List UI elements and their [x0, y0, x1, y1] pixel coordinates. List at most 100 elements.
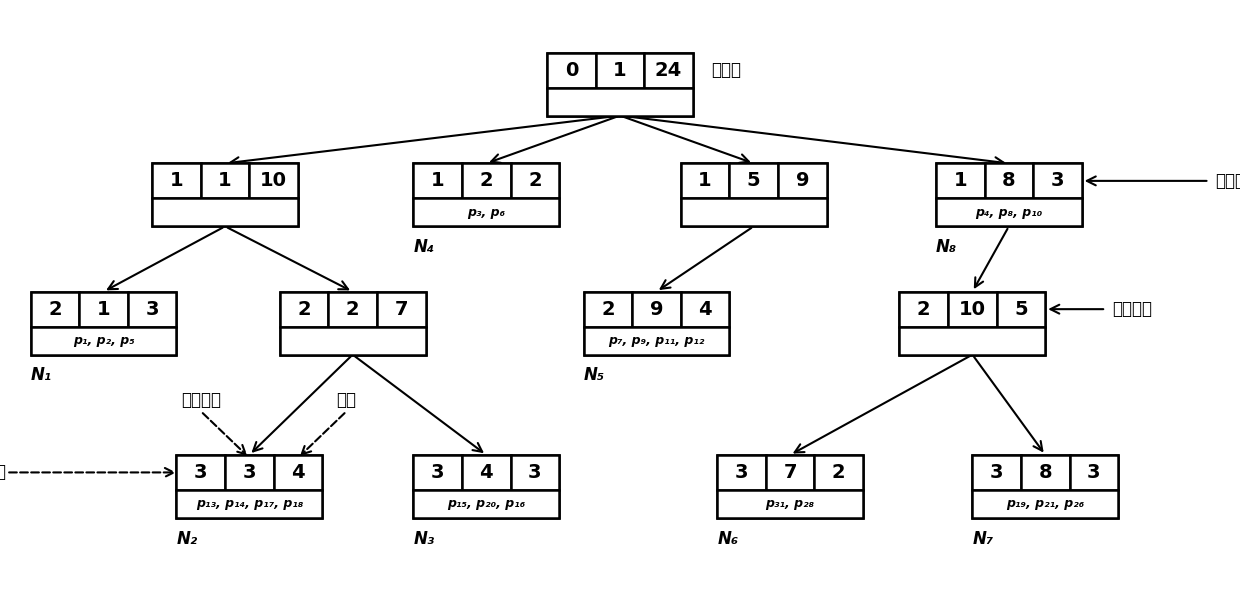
Bar: [280, 292, 329, 327]
Text: 2: 2: [48, 300, 62, 319]
Bar: [777, 164, 827, 198]
Text: 3: 3: [1087, 463, 1101, 482]
Bar: [463, 455, 511, 490]
Text: N₃: N₃: [413, 530, 434, 547]
Text: 10: 10: [959, 300, 986, 319]
Text: 所在层次: 所在层次: [0, 464, 6, 481]
Bar: [153, 164, 201, 198]
Bar: [463, 164, 511, 198]
Bar: [201, 164, 249, 198]
Text: 3: 3: [432, 463, 444, 482]
Text: N₁: N₁: [31, 367, 52, 384]
Text: 1: 1: [954, 171, 967, 190]
Bar: [972, 455, 1118, 518]
Bar: [1070, 455, 1118, 490]
Bar: [936, 164, 985, 198]
Bar: [31, 327, 176, 355]
Text: p₁₅, p₂₀, p₁₆: p₁₅, p₂₀, p₁₆: [448, 497, 526, 511]
Bar: [717, 455, 766, 490]
Text: 3: 3: [528, 463, 542, 482]
Bar: [249, 164, 298, 198]
Bar: [176, 490, 322, 518]
Bar: [681, 164, 729, 198]
Bar: [681, 292, 729, 327]
Bar: [31, 292, 79, 327]
Text: 7: 7: [784, 463, 797, 482]
Bar: [377, 292, 425, 327]
Text: 2: 2: [346, 300, 360, 319]
Bar: [547, 52, 693, 115]
Text: 24: 24: [655, 61, 682, 80]
Bar: [413, 455, 559, 518]
Text: p₄, p₈, p₁₀: p₄, p₈, p₁₀: [975, 206, 1043, 219]
Bar: [681, 198, 827, 226]
Bar: [128, 292, 176, 327]
Bar: [632, 292, 681, 327]
Bar: [280, 327, 425, 355]
Bar: [972, 490, 1118, 518]
Text: 8: 8: [1002, 171, 1016, 190]
Text: 3: 3: [145, 300, 159, 319]
Bar: [413, 490, 559, 518]
Text: 1: 1: [432, 171, 444, 190]
Text: p₁, p₂, p₅: p₁, p₂, p₅: [73, 334, 134, 347]
Text: 2: 2: [601, 300, 615, 319]
Bar: [280, 292, 425, 355]
Text: 3: 3: [990, 463, 1003, 482]
Bar: [413, 455, 463, 490]
Bar: [899, 292, 949, 327]
Bar: [717, 490, 863, 518]
Text: p₃₁, p₂₈: p₃₁, p₂₈: [765, 497, 815, 511]
Bar: [584, 292, 729, 355]
Text: p₁₉, p₂₁, p₂₆: p₁₉, p₂₁, p₂₆: [1006, 497, 1085, 511]
Bar: [413, 198, 559, 226]
Text: 2: 2: [480, 171, 494, 190]
Text: 0: 0: [564, 61, 578, 80]
Bar: [584, 292, 632, 327]
Bar: [226, 455, 274, 490]
Bar: [547, 87, 693, 115]
Bar: [899, 292, 1045, 355]
Text: 数量: 数量: [336, 390, 357, 409]
Bar: [274, 455, 322, 490]
Text: 4: 4: [698, 300, 712, 319]
Text: 1: 1: [170, 171, 184, 190]
Bar: [815, 455, 863, 490]
Bar: [717, 455, 863, 518]
Text: 9: 9: [650, 300, 663, 319]
Text: 9: 9: [796, 171, 808, 190]
Bar: [949, 292, 997, 327]
Bar: [153, 164, 298, 226]
Text: N₇: N₇: [972, 530, 993, 547]
Bar: [985, 164, 1033, 198]
Text: 2: 2: [528, 171, 542, 190]
Bar: [176, 455, 226, 490]
Bar: [729, 164, 777, 198]
Bar: [79, 292, 128, 327]
Text: 叶子节点: 叶子节点: [1215, 172, 1240, 190]
Text: N₄: N₄: [413, 238, 434, 256]
Bar: [1033, 164, 1081, 198]
Text: 7: 7: [394, 300, 408, 319]
Text: 1: 1: [614, 61, 626, 80]
Text: 内部节点: 内部节点: [1112, 300, 1152, 318]
Bar: [972, 455, 1021, 490]
Bar: [547, 52, 595, 87]
Bar: [329, 292, 377, 327]
Bar: [511, 455, 559, 490]
Text: N₆: N₆: [717, 530, 738, 547]
Text: 4: 4: [480, 463, 494, 482]
Text: 3: 3: [735, 463, 748, 482]
Text: 8: 8: [1039, 463, 1052, 482]
Text: 4: 4: [291, 463, 305, 482]
Text: 2: 2: [918, 300, 930, 319]
Bar: [899, 327, 1045, 355]
Text: p₁₃, p₁₄, p₁₇, p₁₈: p₁₃, p₁₄, p₁₇, p₁₈: [196, 497, 303, 511]
Bar: [645, 52, 693, 87]
Text: p₃, p₆: p₃, p₆: [467, 206, 506, 219]
Text: 2: 2: [832, 463, 846, 482]
Text: N₂: N₂: [176, 530, 197, 547]
Text: 1: 1: [97, 300, 110, 319]
Text: 3: 3: [1050, 171, 1064, 190]
Text: 层内编号: 层内编号: [181, 390, 221, 409]
